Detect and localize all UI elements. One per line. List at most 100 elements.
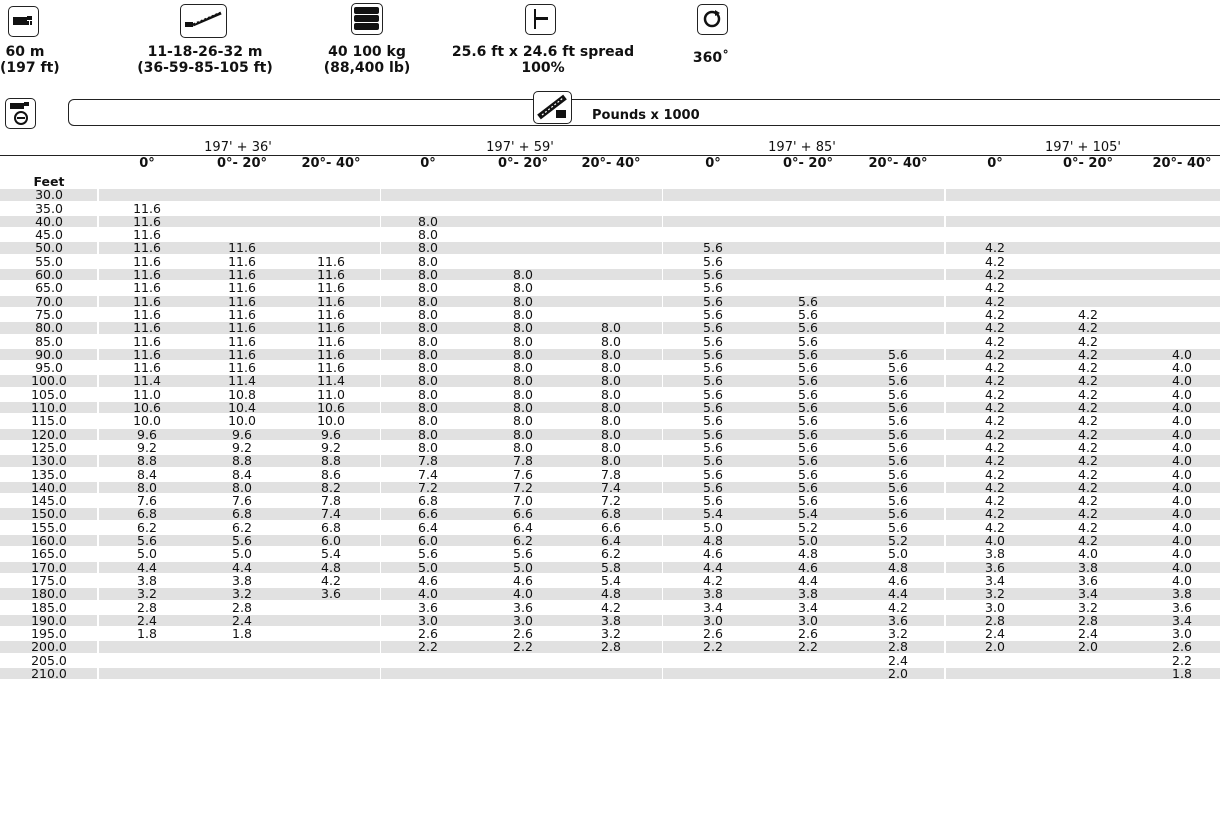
capacity-cell: 6.8	[418, 493, 438, 509]
table-row: 145.0 7.6 7.6 7.8 6.8 7.0 7.2 5.6 5.6 5.6 4.2 4.2 4.…	[0, 493, 1220, 509]
capacity-cell: 11.4	[228, 373, 256, 389]
capacity-cell: 4.2	[985, 267, 1005, 283]
angle-header: 20°- 40°	[581, 156, 641, 171]
capacity-cell: 4.2	[985, 426, 1005, 442]
table-row: 90.0 11.6 11.6 11.6 8.0 8.0 8.0 5.6 5.6 5.6 4.2 4.2…	[0, 348, 1220, 361]
radius-cell: 60.0	[35, 267, 63, 283]
capacity-cell: 8.0	[513, 413, 533, 429]
capacity-cell: 4.2	[985, 479, 1005, 495]
capacity-cell: 6.0	[321, 533, 341, 549]
radius-cell: 185.0	[31, 599, 67, 615]
radius-cell: 160.0	[31, 533, 67, 549]
table-row: 130.0 8.8 8.8 8.8 7.8 7.8 8.0 5.6 5.6 5.6 4.2 4.2 4.…	[0, 453, 1220, 469]
capacity-cell: 6.4	[418, 519, 438, 535]
capacity-cell: 10.8	[228, 386, 256, 402]
capacity-cell: 3.8	[1172, 586, 1192, 602]
spec-counterweight: 40 100 kg (88,400 lb)	[323, 44, 411, 76]
units-label: Pounds x 1000	[592, 108, 700, 123]
capacity-cell: 8.0	[418, 306, 438, 322]
capacity-cell: 4.2	[985, 373, 1005, 389]
capacity-cell: 8.0	[601, 400, 621, 416]
table-row: 30.0	[0, 187, 1220, 203]
angle-header: 0°	[987, 156, 1003, 171]
capacity-cell: 8.0	[601, 386, 621, 402]
capacity-cell: 8.0	[418, 373, 438, 389]
capacity-cell: 8.0	[418, 413, 438, 429]
capacity-cell: 8.0	[418, 439, 438, 455]
capacity-cell: 4.2	[985, 253, 1005, 269]
capacity-cell: 10.6	[317, 400, 345, 416]
capacity-cell: 4.2	[1078, 306, 1098, 322]
capacity-cell: 5.4	[703, 506, 723, 522]
capacity-cell: 8.8	[137, 453, 157, 469]
capacity-cell: 3.2	[601, 626, 621, 642]
capacity-cell: 5.6	[888, 466, 908, 482]
capacity-cell: 8.0	[418, 253, 438, 269]
capacity-cell: 4.8	[703, 533, 723, 549]
capacity-cell: 8.4	[232, 466, 252, 482]
radius-cell: 100.0	[31, 373, 67, 389]
table-row: 35.0 11.6	[0, 201, 1220, 215]
capacity-cell: 11.6	[133, 227, 161, 243]
capacity-cell: 4.2	[1078, 386, 1098, 402]
capacity-cell: 5.6	[703, 493, 723, 509]
capacity-cell: 5.6	[703, 253, 723, 269]
capacity-cell: 2.8	[1078, 612, 1098, 628]
capacity-cell: 6.8	[601, 506, 621, 522]
capacity-cell: 5.6	[703, 360, 723, 376]
capacity-cell: 3.8	[985, 546, 1005, 562]
capacity-cell: 5.2	[888, 533, 908, 549]
table-row: 100.0 11.4 11.4 11.4 8.0 8.0 8.0 5.6 5.6 5.6 4.2 4.…	[0, 373, 1220, 389]
capacity-cell: 11.6	[228, 333, 256, 349]
capacity-cell: 5.6	[798, 426, 818, 442]
capacity-cell: 4.0	[1172, 506, 1192, 522]
capacity-cell: 5.6	[888, 493, 908, 509]
capacity-cell: 8.8	[321, 453, 341, 469]
capacity-cell: 5.0	[232, 546, 252, 562]
radius-cell: 200.0	[31, 639, 67, 655]
capacity-cell: 5.6	[798, 386, 818, 402]
capacity-cell: 5.6	[703, 333, 723, 349]
capacity-cell: 4.0	[418, 586, 438, 602]
capacity-cell: 6.6	[601, 519, 621, 535]
table-row: 165.0 5.0 5.0 5.4 5.6 5.6 6.2 4.6 4.8 5.0 3.8 4.0 4.…	[0, 546, 1220, 562]
table-row: 150.0 6.8 6.8 7.4 6.6 6.6 6.8 5.4 5.4 5.6 4.2 4.2 4.…	[0, 506, 1220, 522]
capacity-cell: 4.0	[1078, 546, 1098, 562]
table-row: 205.0 2.4 2.2	[0, 652, 1220, 668]
capacity-cell: 8.0	[601, 439, 621, 455]
capacity-cell: 5.6	[798, 493, 818, 509]
capacity-cell: 5.6	[888, 439, 908, 455]
capacity-cell: 8.0	[601, 333, 621, 349]
capacity-cell: 11.6	[133, 267, 161, 283]
capacity-cell: 11.6	[317, 253, 345, 269]
capacity-cell: 4.2	[985, 506, 1005, 522]
capacity-cell: 7.4	[601, 479, 621, 495]
capacity-cell: 8.0	[418, 426, 438, 442]
capacity-cell: 3.2	[137, 586, 157, 602]
units-bar	[68, 99, 1220, 126]
table-row: 45.0 11.6 8.0	[0, 227, 1220, 243]
angle-header: 0°	[139, 156, 155, 171]
capacity-cell: 5.0	[513, 559, 533, 575]
capacity-cell: 2.2	[1172, 652, 1192, 668]
angle-header: 0°- 20°	[216, 156, 268, 171]
capacity-cell: 11.6	[228, 267, 256, 283]
capacity-cell: 4.0	[1172, 479, 1192, 495]
radius-cell: 30.0	[35, 187, 63, 203]
capacity-cell: 2.2	[798, 639, 818, 655]
table-row: 110.0 10.6 10.4 10.6 8.0 8.0 8.0 5.6 5.6 5.6 4.2 4.…	[0, 401, 1220, 414]
capacity-cell: 4.0	[1172, 346, 1192, 362]
capacity-cell: 11.6	[228, 240, 256, 256]
table-row: 200.0 2.2 2.2 2.8 2.2 2.2 2.8 2.0 2.0 2.6	[0, 639, 1220, 655]
capacity-cell: 8.0	[513, 439, 533, 455]
radius-cell: 85.0	[35, 333, 63, 349]
capacity-cell: 6.8	[137, 506, 157, 522]
radius-cell: 170.0	[31, 559, 67, 575]
table-row: 50.0 11.6 11.6 8.0 5.6 4.2	[0, 240, 1220, 256]
capacity-cell: 8.0	[513, 360, 533, 376]
capacity-cell: 11.6	[133, 240, 161, 256]
capacity-cell: 3.4	[985, 572, 1005, 588]
capacity-cell: 5.6	[888, 426, 908, 442]
capacity-cell: 2.4	[232, 612, 252, 628]
angle-header: 0°- 20°	[782, 156, 834, 171]
